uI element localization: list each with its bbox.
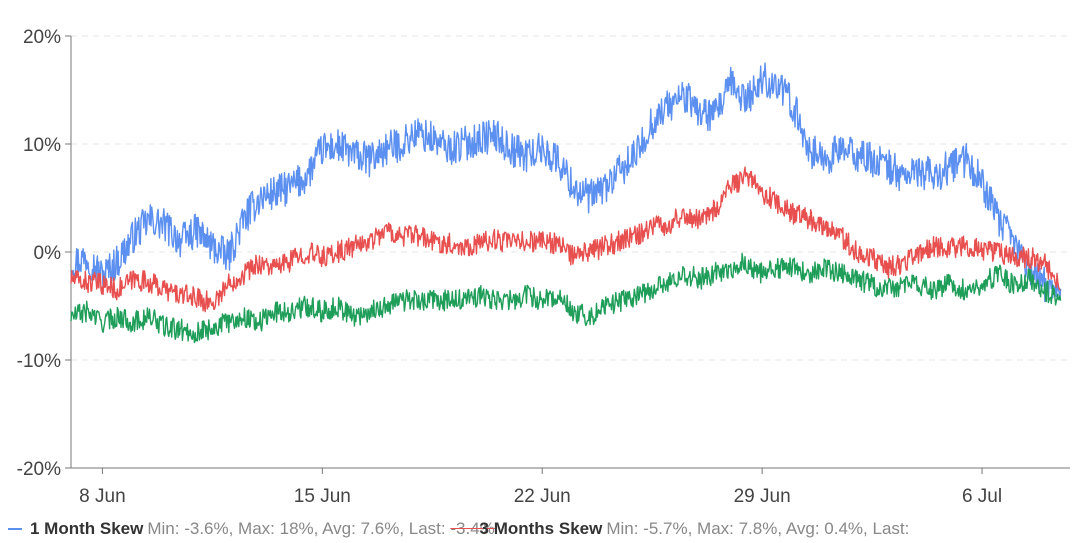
series-line-1	[70, 62, 1062, 303]
tick-labels: 20% 10% 0% -10% -20% 8 Jun 15 Jun 22 Jun 29 Jun 6…	[17, 27, 1002, 507]
y-tick-label: -10%	[17, 351, 61, 372]
legend: 1 Month Skew Min: -3.6%, Max: 18%, Avg: 7…	[8, 516, 1080, 542]
y-tick-label: 20%	[23, 27, 61, 48]
legend-series-last: -3.4%	[450, 519, 495, 538]
legend-series-name: 1 Month Skew	[30, 519, 144, 538]
legend-swatch-1m	[8, 527, 22, 530]
x-tick-label: 22 Jun	[514, 486, 571, 507]
legend-item-3m[interactable]: 3 Months Skew Min: -5.7%, Max: 7.8%, Avg:…	[480, 516, 910, 542]
series-lines	[70, 62, 1062, 344]
series-line-3	[70, 252, 1062, 344]
legend-series-name: 3 Months Skew	[479, 519, 603, 538]
legend-series-stats: Min: -5.7%, Max: 7.8%, Avg: 0.4%, Last:	[606, 519, 910, 538]
series-line-2	[70, 166, 1061, 313]
x-tick-label: 6 Jul	[962, 486, 1002, 507]
y-tick-label: 10%	[23, 135, 61, 156]
y-tick-label: -20%	[17, 459, 61, 480]
legend-item-1m[interactable]: 1 Month Skew Min: -3.6%, Max: 18%, Avg: 7…	[8, 516, 495, 542]
x-tick-label: 15 Jun	[294, 486, 351, 507]
x-tick-label: 8 Jun	[79, 486, 125, 507]
axes	[65, 35, 1070, 474]
legend-series-stats: Min: -3.6%, Max: 18%, Avg: 7.6%, Last:	[147, 519, 446, 538]
x-tick-label: 29 Jun	[734, 486, 791, 507]
y-tick-label: 0%	[34, 243, 62, 264]
